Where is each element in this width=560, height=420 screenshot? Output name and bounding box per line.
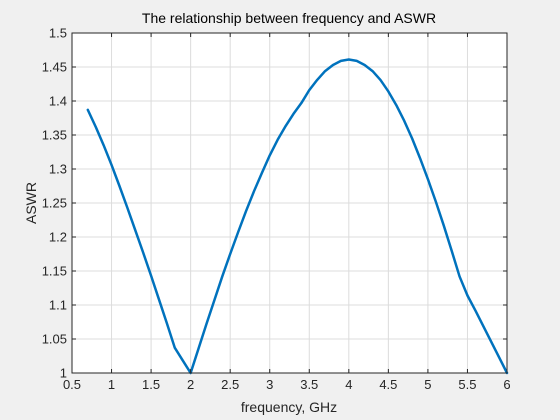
x-tick-labels: 0.5 1 1.5 2 2.5 3 3.5 4 4.5 5 5.5 6	[63, 377, 511, 392]
y-tick-label: 1.35	[42, 128, 67, 143]
x-tick-label: 3.5	[300, 377, 318, 392]
y-tick-label: 1.25	[42, 196, 67, 211]
y-tick-label: 1.3	[49, 162, 67, 177]
y-tick-labels: 1 1.05 1.1 1.15 1.2 1.25 1.3 1.35 1.4 1.45 1.5	[42, 26, 67, 381]
y-tick-label: 1.45	[42, 60, 67, 75]
y-tick-label: 1.05	[42, 332, 67, 347]
y-tick-label: 1.15	[42, 264, 67, 279]
chart-title: The relationship between frequency and A…	[142, 10, 436, 26]
x-tick-label: 3	[266, 377, 273, 392]
x-tick-label: 2	[187, 377, 194, 392]
x-tick-label: 1	[108, 377, 115, 392]
y-tick-label: 1.4	[49, 94, 67, 109]
x-tick-label: 1.5	[142, 377, 160, 392]
plot-area	[71, 32, 509, 375]
x-tick-label: 5	[424, 377, 431, 392]
ticks	[71, 32, 508, 374]
aswr-series-line	[86, 58, 509, 375]
y-tick-label: 1.1	[49, 298, 67, 313]
x-tick-label: 4	[345, 377, 352, 392]
x-tick-label: 4.5	[379, 377, 397, 392]
x-tick-label: 5.5	[458, 377, 476, 392]
x-tick-label: 0.5	[63, 377, 81, 392]
y-tick-label: 1.2	[49, 230, 67, 245]
x-tick-label: 6	[503, 377, 510, 392]
series-layer	[86, 58, 509, 375]
y-axis-label: ASWR	[23, 182, 39, 224]
y-tick-label: 1.5	[49, 26, 67, 41]
x-axis-label: frequency, GHz	[241, 399, 337, 415]
y-tick-label: 1	[60, 366, 67, 381]
x-tick-label: 2.5	[221, 377, 239, 392]
